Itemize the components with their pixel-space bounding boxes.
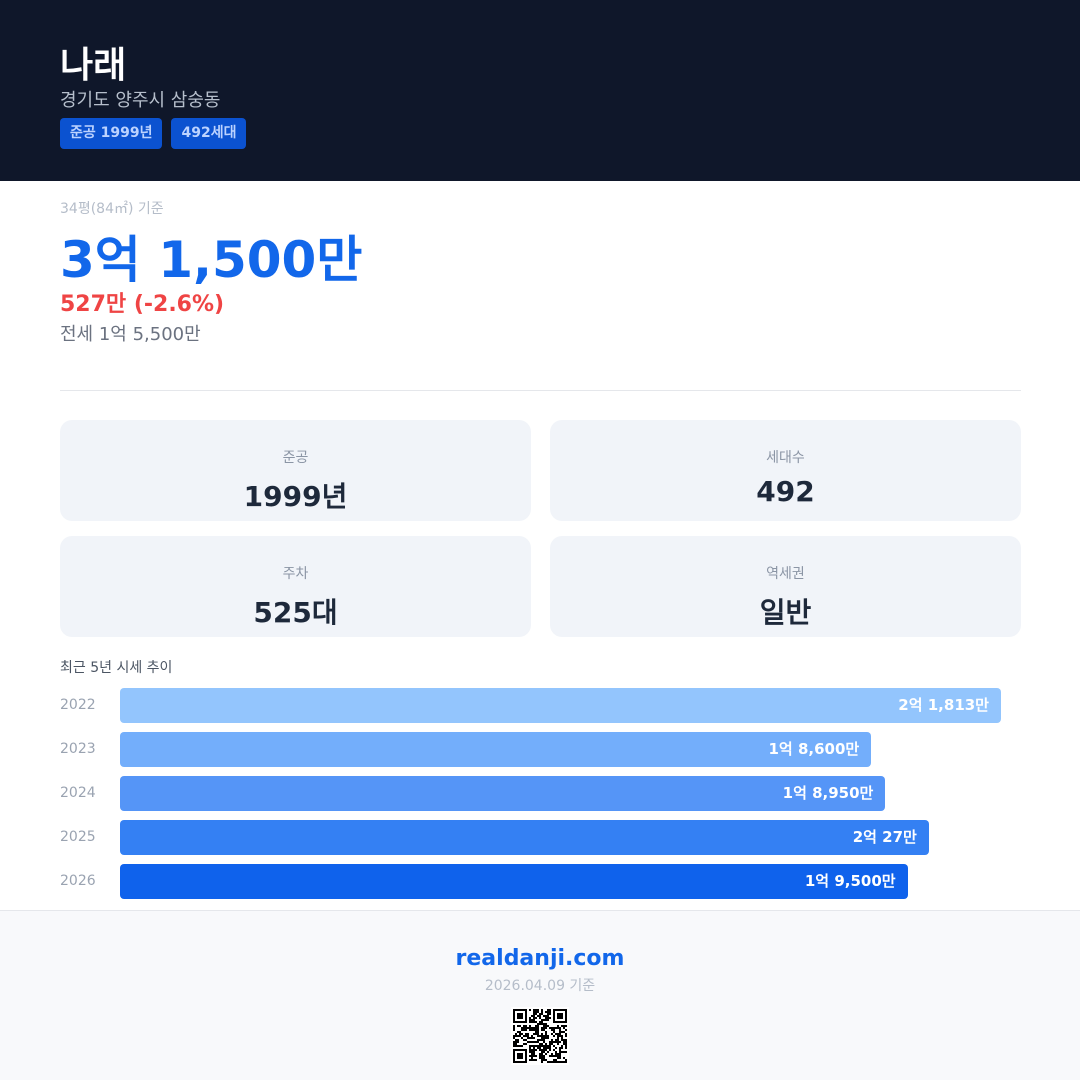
complex-name: 나래	[60, 45, 127, 86]
stat-label: 주차	[282, 566, 309, 582]
price-change: 527만 (-2.6%)	[60, 292, 225, 317]
reference-date: 2026.04.09 기준	[484, 978, 596, 994]
footer: realdanji.com 2026.04.09 기준	[0, 910, 1080, 1080]
bar-row: 2026 1억 9,500만	[60, 864, 1021, 899]
year-label: 2023	[60, 741, 96, 757]
stat-card-built: 준공 1999년	[60, 420, 531, 521]
bar-row: 2023 1억 8,600만	[60, 732, 1021, 767]
stat-card-parking: 주차 525대	[60, 536, 531, 637]
jeonse-price: 전세 1억 5,500만	[60, 324, 201, 345]
bar-row: 2025 2억 27만	[60, 820, 1021, 855]
bar-row: 2022 2억 1,813만	[60, 688, 1021, 723]
year-label: 2024	[60, 785, 96, 801]
address: 경기도 양주시 삼숭동	[60, 90, 221, 111]
year-label: 2022	[60, 697, 96, 713]
tag-households: 492세대	[171, 118, 247, 149]
year-label: 2025	[60, 829, 96, 845]
tag-built-year: 준공 1999년	[60, 118, 163, 149]
bar: 1억 9,500만	[120, 864, 908, 899]
stat-value: 525대	[253, 596, 338, 629]
bar: 1억 8,600만	[120, 732, 872, 767]
qr-code-icon	[511, 1007, 569, 1065]
bar: 2억 1,813만	[120, 688, 1001, 723]
year-label: 2026	[60, 873, 96, 889]
header: 나래 경기도 양주시 삼숭동 준공 1999년 492세대	[0, 0, 1080, 181]
stat-label: 역세권	[766, 566, 805, 582]
stat-value: 1999년	[243, 480, 348, 513]
bar: 1억 8,950만	[120, 776, 886, 811]
sale-price: 3억 1,500만	[60, 231, 363, 289]
price-basis: 34평(84㎡) 기준	[60, 201, 164, 217]
chart-title: 최근 5년 시세 추이	[60, 660, 173, 676]
stat-label: 세대수	[766, 450, 805, 466]
stat-value: 일반	[759, 596, 812, 629]
stat-card-households: 세대수 492	[550, 420, 1021, 521]
bar-row: 2024 1억 8,950만	[60, 776, 1021, 811]
stat-value: 492	[756, 475, 815, 508]
site-link[interactable]: realdanji.com	[455, 946, 625, 971]
bar: 2억 27만	[120, 820, 929, 855]
divider	[60, 390, 1021, 391]
stat-label: 준공	[282, 450, 309, 466]
